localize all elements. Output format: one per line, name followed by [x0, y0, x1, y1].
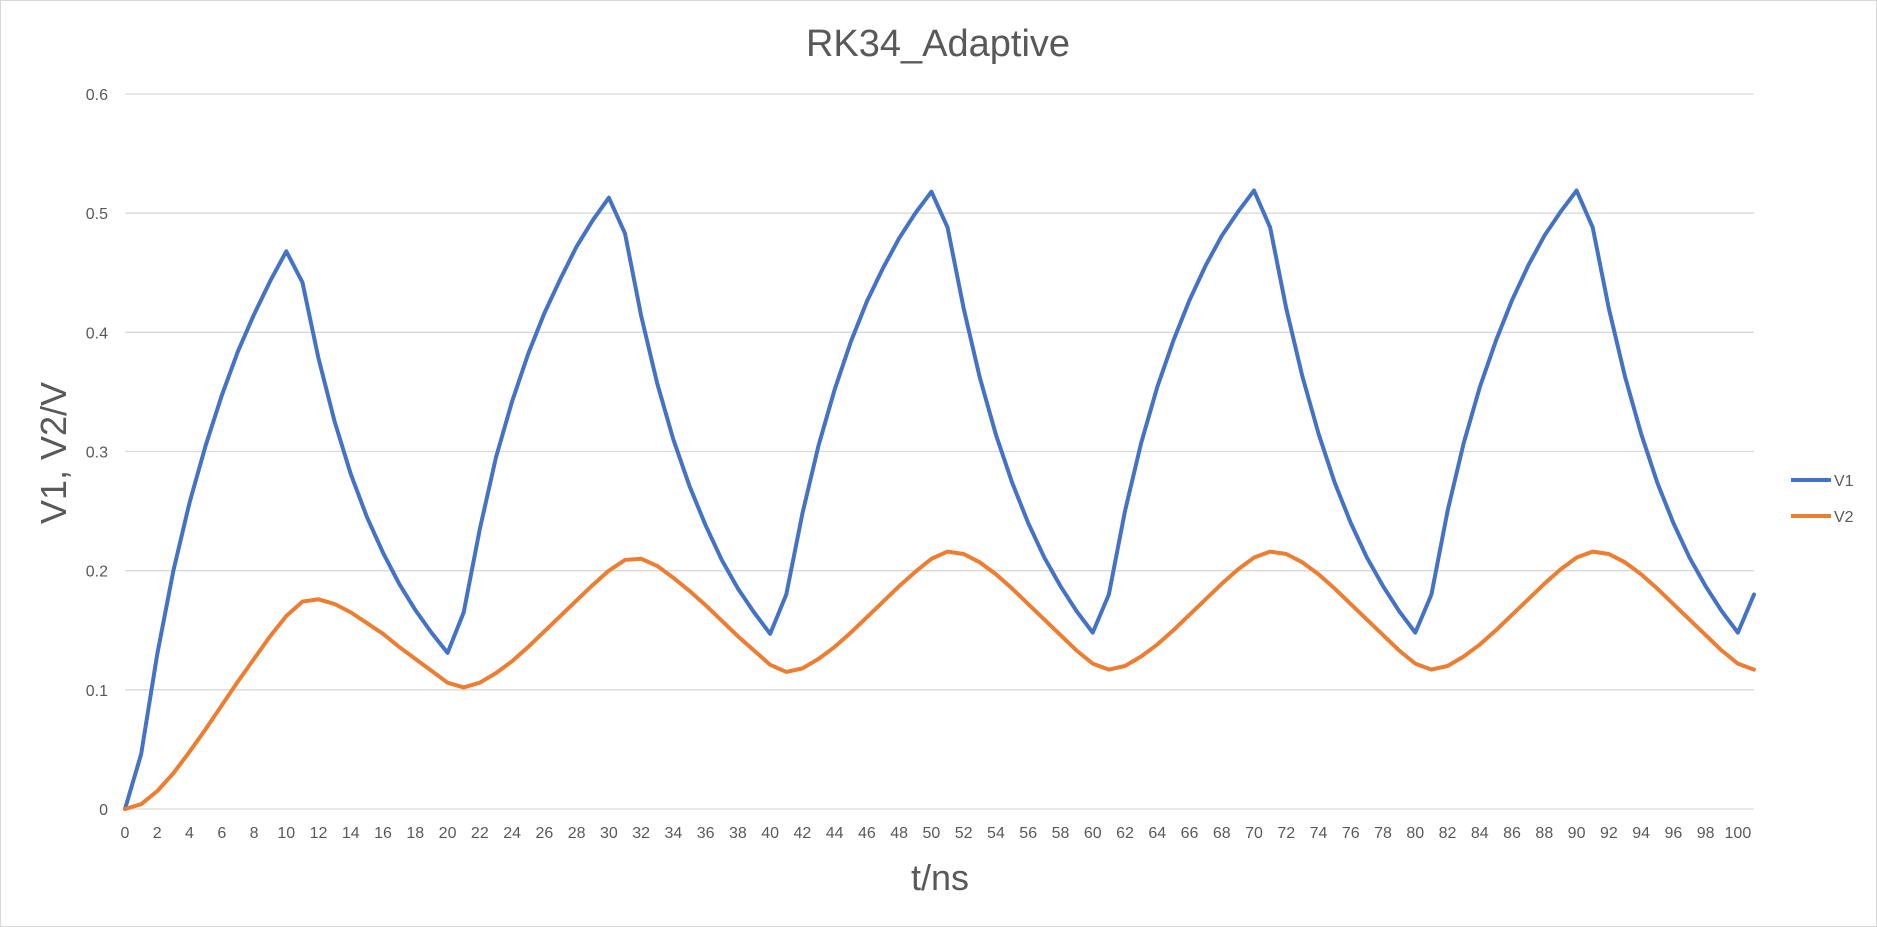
x-tick-label: 20	[439, 825, 457, 842]
x-tick-label: 94	[1632, 825, 1650, 842]
x-axis-title: t/ns	[911, 857, 969, 898]
y-tick-label: 0.4	[86, 325, 108, 342]
x-tick-label: 100	[1725, 825, 1752, 842]
y-tick-label: 0	[99, 802, 108, 819]
x-tick-label: 90	[1568, 825, 1586, 842]
x-tick-label: 74	[1310, 825, 1328, 842]
x-axis-ticks: 0 2 4 6 8 10 12 14 16 18 20 22 24 26 28 30 32 34 36 38 40 42 4…	[121, 825, 1752, 842]
x-tick-label: 86	[1503, 825, 1521, 842]
x-tick-label: 50	[923, 825, 941, 842]
x-tick-label: 70	[1245, 825, 1263, 842]
y-axis-title: V1, V2/V	[33, 382, 74, 524]
x-tick-label: 80	[1406, 825, 1424, 842]
series-line-v1	[123, 188, 1756, 811]
x-tick-label: 8	[250, 825, 259, 842]
series-lines	[123, 188, 1756, 811]
x-tick-label: 28	[568, 825, 586, 842]
x-tick-label: 68	[1213, 825, 1231, 842]
x-tick-label: 84	[1471, 825, 1489, 842]
x-tick-label: 64	[1148, 825, 1166, 842]
y-axis-ticks: 0 0.1 0.2 0.3 0.4 0.5 0.6	[86, 87, 108, 819]
y-tick-label: 0.2	[86, 564, 108, 581]
legend-label-v2: V2	[1834, 509, 1854, 526]
x-tick-label: 32	[632, 825, 650, 842]
x-tick-label: 4	[185, 825, 194, 842]
x-tick-label: 78	[1374, 825, 1392, 842]
y-tick-label: 0.6	[86, 87, 108, 104]
legend: V1 V2	[1791, 473, 1854, 526]
x-tick-label: 56	[1019, 825, 1037, 842]
x-tick-label: 14	[342, 825, 360, 842]
x-tick-label: 52	[955, 825, 973, 842]
x-tick-label: 24	[503, 825, 521, 842]
x-tick-label: 60	[1084, 825, 1102, 842]
x-tick-label: 46	[858, 825, 876, 842]
x-tick-label: 88	[1535, 825, 1553, 842]
x-tick-label: 22	[471, 825, 489, 842]
y-tick-label: 0.1	[86, 683, 108, 700]
x-tick-label: 96	[1664, 825, 1682, 842]
x-tick-label: 30	[600, 825, 618, 842]
x-tick-label: 12	[310, 825, 328, 842]
x-tick-label: 38	[729, 825, 747, 842]
x-tick-label: 0	[121, 825, 130, 842]
y-tick-label: 0.3	[86, 445, 108, 462]
legend-label-v1: V1	[1834, 473, 1854, 490]
x-tick-label: 6	[217, 825, 226, 842]
x-tick-label: 26	[535, 825, 553, 842]
x-tick-label: 40	[761, 825, 779, 842]
chart-title: RK34_Adaptive	[806, 23, 1070, 65]
x-tick-label: 36	[697, 825, 715, 842]
x-tick-label: 18	[406, 825, 424, 842]
gridlines	[125, 93, 1754, 691]
x-tick-label: 98	[1697, 825, 1715, 842]
x-tick-label: 58	[1052, 825, 1070, 842]
x-tick-label: 2	[153, 825, 162, 842]
x-tick-label: 82	[1439, 825, 1457, 842]
x-tick-label: 76	[1342, 825, 1360, 842]
x-tick-label: 34	[664, 825, 682, 842]
x-tick-label: 10	[277, 825, 295, 842]
x-tick-label: 66	[1181, 825, 1199, 842]
x-tick-label: 42	[794, 825, 812, 842]
x-tick-label: 92	[1600, 825, 1618, 842]
y-tick-label: 0.5	[86, 206, 108, 223]
x-tick-label: 44	[826, 825, 844, 842]
x-tick-label: 16	[374, 825, 392, 842]
series-line-v2	[123, 549, 1756, 811]
x-tick-label: 48	[890, 825, 908, 842]
x-tick-label: 54	[987, 825, 1005, 842]
x-tick-label: 62	[1116, 825, 1134, 842]
x-tick-label: 72	[1277, 825, 1295, 842]
